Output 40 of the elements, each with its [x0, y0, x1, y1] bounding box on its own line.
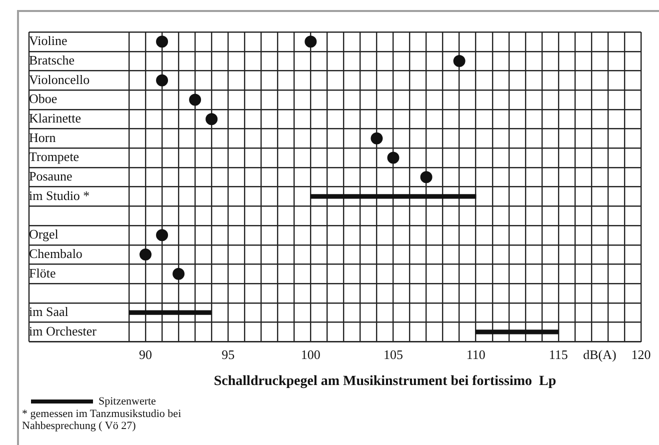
x-tick-label: 105 — [384, 346, 404, 362]
y-tick-label: Orgel — [29, 226, 59, 242]
y-tick-label: Posaune — [29, 168, 73, 184]
y-tick-label: Bratsche — [29, 52, 75, 68]
y-tick-label: Violine — [29, 33, 68, 48]
point — [140, 248, 152, 261]
bar — [129, 310, 212, 315]
point — [370, 132, 383, 144]
y-tick-label: Horn — [29, 130, 56, 145]
x-tick-label: 100 — [300, 346, 320, 362]
point — [420, 171, 432, 184]
y-tick-label: Oboe — [29, 91, 58, 106]
y-tick-label: Klarinette — [29, 110, 82, 126]
y-tick-label: im Saal — [29, 304, 69, 319]
x-tick-label: 110 — [466, 346, 486, 362]
point — [156, 229, 168, 242]
x-axis-title: Schalldruckpegel am Musikinstrument bei fortissimo Lp — [214, 374, 556, 390]
x-tick-label: 120 — [631, 346, 651, 362]
bar — [476, 330, 559, 334]
point — [387, 152, 400, 164]
text: Spitzenwerte — [98, 395, 156, 408]
y-tick-label: Violoncello — [29, 72, 90, 87]
y-tick-label: Chembalo — [29, 246, 82, 261]
y-tick-label: Trompete — [29, 149, 80, 164]
x-tick-label: 90 — [139, 346, 152, 362]
x-tick-label: 115 — [548, 346, 568, 362]
y-tick-label: im Studio * — [29, 188, 90, 203]
point — [156, 36, 168, 48]
point — [172, 268, 185, 280]
bar — [310, 194, 476, 199]
y-tick-label: Flöte — [29, 265, 56, 280]
text: * gemessen im Tanzmusikstudio bei Nahbesprechung ( Vö 27) — [22, 408, 182, 432]
x-tick-label: 95 — [222, 346, 235, 362]
y-tick-label: im Orchester — [29, 323, 98, 338]
point — [304, 36, 317, 48]
point — [156, 74, 168, 86]
x-tick-label: dB(A) — [583, 346, 616, 362]
point — [189, 94, 202, 106]
point — [453, 55, 466, 68]
point — [206, 113, 218, 126]
